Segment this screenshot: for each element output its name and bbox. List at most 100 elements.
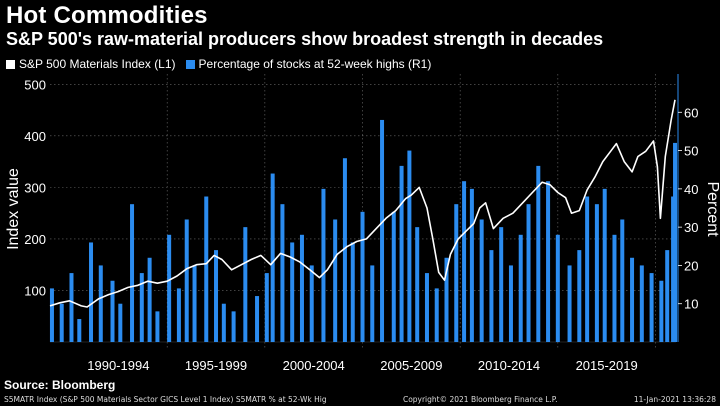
pct-bar	[110, 280, 115, 342]
chart-area: 100 200 300 400 500 10 20 30 40 50 60 1990-1994 19…	[5, 74, 720, 373]
pct-bar	[630, 257, 635, 342]
pct-bar	[59, 303, 64, 342]
pct-bar	[184, 219, 189, 342]
pct-bar	[49, 288, 54, 342]
left-tick-label: 500	[24, 77, 46, 92]
pct-bar	[77, 319, 82, 342]
pct-bar	[69, 273, 74, 342]
pct-bar	[280, 204, 285, 342]
pct-bar	[89, 242, 94, 342]
pct-bar	[98, 265, 103, 342]
footer-copyright: Copyright© 2021 Bloomberg Finance L.P.	[402, 395, 558, 404]
pct-bar	[155, 311, 160, 342]
right-tick-label: 10	[684, 297, 698, 312]
pct-bar	[299, 234, 304, 342]
pct-bar	[489, 250, 494, 342]
pct-bar	[673, 142, 678, 342]
pct-bar	[479, 219, 484, 342]
left-axis-title: Index value	[5, 168, 22, 250]
pct-bar	[243, 227, 248, 342]
pct-bar	[333, 219, 338, 342]
pct-bar	[526, 204, 531, 342]
pct-bar	[407, 150, 412, 342]
pct-bar	[399, 165, 404, 342]
pct-bar	[350, 242, 355, 342]
pct-bar	[221, 303, 226, 342]
pct-bar	[264, 273, 269, 342]
pct-bar	[290, 242, 295, 342]
pct-bar	[270, 173, 275, 342]
right-axis-title: Percent	[704, 181, 720, 237]
pct-bar	[499, 227, 504, 342]
pct-bar	[444, 257, 449, 342]
pct-bars-series	[49, 119, 678, 342]
pct-bar	[577, 250, 582, 342]
pct-bar	[508, 265, 513, 342]
pct-bar	[546, 181, 551, 342]
right-tick-label: 30	[684, 220, 698, 235]
legend-label-index: S&P 500 Materials Index (L1)	[19, 57, 176, 71]
legend-item-pct: Percentage of stocks at 52-week highs (R…	[185, 57, 432, 71]
pct-bar	[231, 311, 236, 342]
left-tick-label: 400	[24, 129, 46, 144]
left-tick-label: 100	[24, 283, 46, 298]
pct-bar	[130, 204, 135, 342]
pct-bar	[469, 188, 474, 342]
chart-subtitle: S&P 500's raw-material producers show br…	[6, 29, 604, 49]
left-axis-ticks: 100 200 300 400 500	[24, 77, 46, 298]
pct-bar	[594, 204, 599, 342]
x-category-label: 2005-2009	[380, 358, 442, 373]
legend-swatch-index	[6, 59, 15, 69]
footer-left: S5MATR Index (S&P 500 Materials Sector G…	[4, 395, 327, 404]
pct-bar	[391, 211, 396, 342]
pct-bar	[176, 288, 181, 342]
pct-bar	[567, 265, 572, 342]
right-axis-ticks: 10 20 30 40 50 60	[677, 74, 698, 342]
pct-bar	[462, 181, 467, 342]
left-tick-label: 200	[24, 232, 46, 247]
footer-timestamp: 11-Jan-2021 13:36:28	[633, 395, 716, 404]
pct-bar	[214, 250, 219, 342]
pct-bar	[415, 227, 420, 342]
pct-bar	[518, 234, 523, 342]
x-category-label: 2000-2004	[283, 358, 345, 373]
right-tick-label: 60	[684, 105, 698, 120]
legend-swatch-pct	[185, 59, 195, 69]
legend-item-index: S&P 500 Materials Index (L1)	[6, 57, 176, 71]
pct-bar	[167, 234, 172, 342]
pct-bar	[665, 250, 670, 342]
pct-bar	[620, 219, 625, 342]
pct-bar	[639, 265, 644, 342]
pct-bar	[255, 296, 260, 342]
pct-bar	[204, 196, 209, 342]
pct-bar	[454, 204, 459, 342]
x-category-label: 1995-1999	[185, 358, 247, 373]
legend: S&P 500 Materials Index (L1) Percentage …	[6, 57, 431, 71]
right-tick-label: 40	[684, 182, 698, 197]
x-category-label: 1990-1994	[87, 358, 149, 373]
pct-bar	[360, 211, 365, 342]
pct-bar	[139, 273, 144, 342]
pct-bar	[555, 234, 560, 342]
left-tick-label: 300	[24, 180, 46, 195]
pct-bar	[192, 265, 197, 342]
index-line-series	[49, 99, 676, 308]
pct-bar	[649, 273, 654, 342]
pct-bar	[602, 188, 607, 342]
pct-bar	[321, 188, 326, 342]
pct-bar	[424, 273, 429, 342]
pct-bar	[342, 158, 347, 342]
right-tick-label: 20	[684, 258, 698, 273]
pct-bar	[370, 265, 375, 342]
legend-label-pct: Percentage of stocks at 52-week highs (R…	[198, 57, 432, 71]
right-tick-label: 50	[684, 144, 698, 159]
chart-title: Hot Commodities	[6, 2, 208, 29]
pct-bar	[309, 265, 314, 342]
pct-bar	[380, 119, 385, 342]
pct-bar	[585, 196, 590, 342]
pct-bar	[612, 234, 617, 342]
pct-bar	[118, 303, 123, 342]
x-axis-ticks: 1990-1994 1995-1999 2000-2004 2005-2009 2010…	[87, 358, 637, 373]
pct-bar	[434, 288, 439, 342]
pct-bar	[659, 280, 664, 342]
